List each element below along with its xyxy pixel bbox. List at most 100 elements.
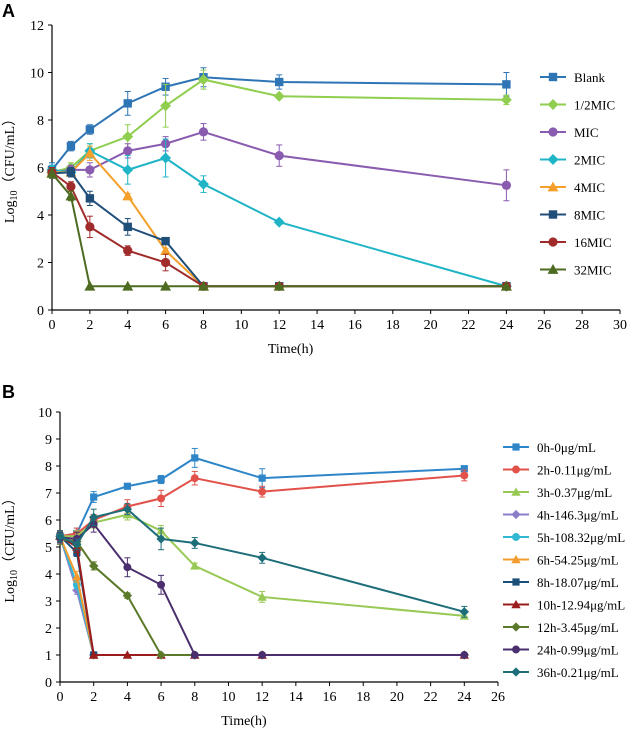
data-point [257, 553, 267, 563]
legend-marker [547, 154, 559, 165]
legend-item: MIC [540, 125, 599, 140]
x-tick-label: 6 [158, 690, 165, 705]
data-point [89, 650, 99, 659]
data-point [190, 538, 200, 548]
data-point [85, 125, 95, 134]
legend-marker [548, 72, 558, 82]
data-point [157, 475, 165, 484]
legend-marker [547, 181, 559, 192]
legend-label: 1/2MIC [574, 98, 615, 113]
legend-label: 10h-12.94μg/mL [537, 598, 625, 613]
legend-marker [547, 264, 559, 274]
data-point [258, 487, 267, 496]
data-point [85, 194, 95, 203]
data-point [123, 99, 132, 108]
y-tick-label: 6 [45, 514, 52, 529]
x-tick-label: 6 [162, 318, 169, 333]
legend-marker [511, 622, 521, 632]
legend-item: 32MIC [540, 263, 612, 278]
series-line [59, 456, 465, 538]
legend-label: 32MIC [574, 263, 612, 278]
legend-label: 36h-0.21μg/mL [537, 665, 619, 680]
series-16MIC [47, 167, 512, 291]
data-point [66, 181, 76, 192]
legend-item: 5h-108.32μg/mL [503, 530, 625, 545]
series-line [51, 171, 507, 288]
data-point [198, 280, 209, 291]
series-8MIC [47, 167, 511, 291]
data-point [72, 585, 82, 595]
data-point [274, 151, 284, 161]
legend-item: 2h-0.11μg/mL [503, 463, 612, 478]
series-line [51, 78, 507, 174]
legend-label: 6h-54.25μg/mL [537, 553, 619, 568]
data-point [258, 474, 266, 482]
y-tick-label: 8 [45, 460, 52, 475]
data-point [160, 152, 172, 164]
data-point [160, 280, 172, 291]
x-tick-label: 12 [255, 690, 269, 705]
x-tick-label: 10 [234, 318, 248, 333]
legend-item: 0h-0μg/mL [503, 440, 596, 455]
x-tick-label: 16 [323, 690, 337, 705]
legend-item: 10h-12.94μg/mL [503, 598, 625, 613]
legend-marker [548, 210, 558, 219]
data-point [258, 651, 267, 659]
data-point [198, 178, 209, 190]
x-tick-label: 18 [356, 690, 370, 705]
x-tick-label: 20 [424, 318, 438, 333]
data-point [191, 454, 199, 462]
y-tick-label: 6 [37, 162, 44, 177]
x-tick-label: 8 [200, 318, 207, 333]
data-point [156, 650, 166, 660]
x-tick-label: 2 [86, 318, 93, 333]
y-tick-label: 3 [45, 595, 52, 610]
data-point [123, 563, 132, 572]
x-axis-title: Time(h) [268, 342, 314, 357]
data-point [84, 147, 96, 158]
legend-item: 4MIC [540, 180, 605, 195]
y-tick-label: 9 [45, 433, 52, 448]
panel-a-label: A [2, 1, 15, 21]
legend-item: 2MIC [540, 153, 605, 168]
data-point [122, 190, 134, 201]
data-point [84, 280, 96, 291]
data-point [459, 607, 469, 617]
legend-marker [512, 645, 520, 654]
x-tick-label: 26 [537, 318, 551, 333]
legend-label: 0h-0μg/mL [537, 440, 596, 455]
data-point [273, 216, 285, 228]
y-tick-label: 5 [45, 541, 52, 556]
y-tick-label: 10 [30, 67, 44, 82]
x-tick-label: 14 [310, 318, 324, 333]
legend-item: 12h-3.45μg/mL [503, 620, 619, 635]
legend-item: 8MIC [540, 208, 605, 223]
legend-marker [511, 599, 521, 609]
x-tick-label: 22 [424, 690, 438, 705]
y-tick-label: 12 [30, 19, 44, 34]
legend-item: 6h-54.25μg/mL [503, 553, 619, 568]
y-tick-label: 4 [45, 568, 52, 583]
x-tick-label: 2 [90, 690, 97, 705]
data-point [157, 580, 166, 589]
legend-label: 8MIC [574, 208, 605, 223]
series-line [51, 172, 507, 288]
x-tick-label: 24 [499, 318, 513, 333]
y-tick-label: 10 [38, 406, 52, 421]
data-point [122, 504, 133, 514]
x-tick-label: 28 [575, 318, 589, 333]
legend-item: Blank [540, 70, 606, 85]
data-point [500, 94, 512, 106]
data-point [198, 127, 209, 137]
y-tick-label: 1 [45, 649, 52, 664]
data-point [123, 482, 131, 490]
data-point [65, 190, 77, 201]
data-point [89, 561, 99, 571]
data-point [273, 280, 285, 291]
y-tick-label: 2 [45, 622, 52, 637]
legend-label: 2MIC [574, 153, 605, 168]
data-point [66, 141, 76, 151]
legend-label: 4MIC [574, 180, 605, 195]
legend-marker [548, 127, 558, 137]
